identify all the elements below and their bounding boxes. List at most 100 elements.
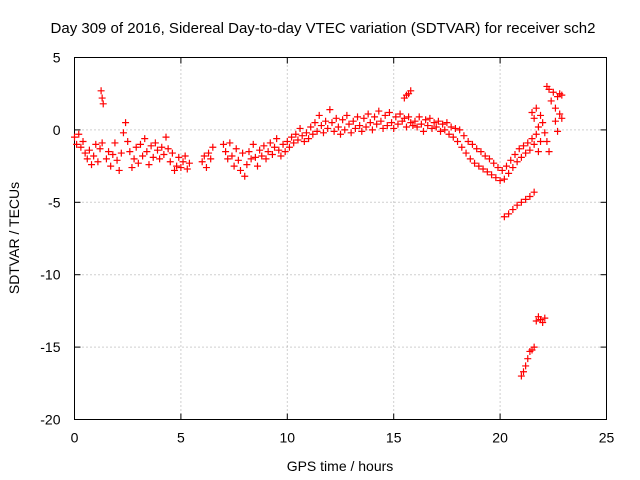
data-point (205, 149, 213, 157)
data-point (251, 153, 259, 161)
data-point (292, 130, 300, 138)
data-point (337, 130, 344, 138)
data-point (319, 129, 327, 137)
data-point (283, 137, 291, 145)
data-point (383, 122, 391, 130)
data-point (98, 139, 106, 147)
y-tick-label: 0 (53, 122, 61, 138)
data-point (226, 139, 234, 147)
data-point (136, 140, 144, 148)
data-point (534, 123, 542, 131)
x-tick-label: 0 (71, 430, 79, 446)
data-point (139, 152, 147, 160)
data-point (277, 152, 285, 160)
data-point (505, 210, 513, 218)
data-point (368, 126, 376, 134)
data-point (558, 114, 566, 122)
data-point (502, 162, 510, 170)
data-point (94, 158, 102, 166)
data-point (166, 158, 174, 166)
data-point (532, 104, 540, 112)
data-point (394, 120, 402, 128)
data-point (109, 151, 117, 159)
data-point (558, 91, 566, 99)
data-point (528, 109, 536, 117)
data-point (494, 164, 502, 172)
data-point (198, 158, 206, 166)
data-point (111, 139, 119, 147)
data-point (168, 149, 176, 157)
data-point (388, 119, 396, 127)
data-point (524, 355, 532, 363)
data-point (419, 127, 427, 135)
data-point (249, 140, 257, 148)
data-point (77, 143, 85, 151)
data-series-sdtvar (71, 82, 566, 380)
data-point (364, 110, 372, 118)
x-tick-label: 10 (280, 430, 296, 446)
data-point (245, 148, 253, 156)
data-point (400, 114, 408, 122)
data-point (447, 123, 455, 131)
data-point (317, 122, 325, 130)
data-point (479, 165, 487, 173)
data-point (156, 155, 164, 163)
data-point (175, 153, 183, 161)
data-point (83, 155, 91, 163)
data-point (294, 136, 302, 144)
y-tick-label: -10 (40, 267, 60, 283)
data-point (134, 159, 142, 167)
data-point (258, 152, 266, 160)
data-point (358, 127, 366, 135)
data-point (377, 117, 385, 125)
data-point (290, 139, 298, 147)
y-tick-label: -20 (40, 412, 60, 428)
data-point (345, 120, 353, 128)
data-point (288, 133, 296, 141)
data-point (500, 175, 508, 183)
data-point (243, 161, 251, 169)
data-point (426, 114, 434, 122)
data-point (545, 148, 553, 156)
data-point (532, 317, 540, 325)
data-point (339, 116, 347, 124)
data-point (375, 107, 383, 115)
data-point (407, 87, 415, 95)
data-point (143, 148, 151, 156)
data-point (520, 142, 528, 150)
data-point (537, 137, 545, 145)
data-point (405, 113, 413, 121)
data-point (483, 168, 491, 176)
y-tick-label: 5 (53, 50, 61, 66)
data-point (98, 94, 106, 102)
data-point (477, 148, 485, 156)
data-point (460, 132, 468, 140)
data-point (273, 135, 281, 143)
data-point (262, 155, 270, 163)
data-point (409, 122, 417, 130)
data-point (324, 124, 332, 132)
data-point (207, 155, 215, 163)
data-point (385, 109, 393, 117)
data-point (92, 140, 100, 148)
data-point (271, 143, 279, 151)
data-point (275, 146, 283, 154)
data-point (99, 100, 107, 108)
data-point (141, 135, 149, 143)
data-point (513, 158, 521, 166)
data-point (171, 166, 179, 174)
data-point (126, 148, 134, 156)
data-point (520, 368, 528, 376)
data-point (473, 145, 481, 153)
data-point (160, 151, 168, 159)
data-point (456, 126, 464, 134)
data-point (373, 120, 381, 128)
data-point (507, 156, 515, 164)
data-point (379, 124, 387, 132)
data-point (496, 177, 504, 185)
data-point (505, 169, 513, 177)
grid (74, 57, 607, 420)
data-point (241, 172, 249, 180)
data-point (115, 166, 123, 174)
